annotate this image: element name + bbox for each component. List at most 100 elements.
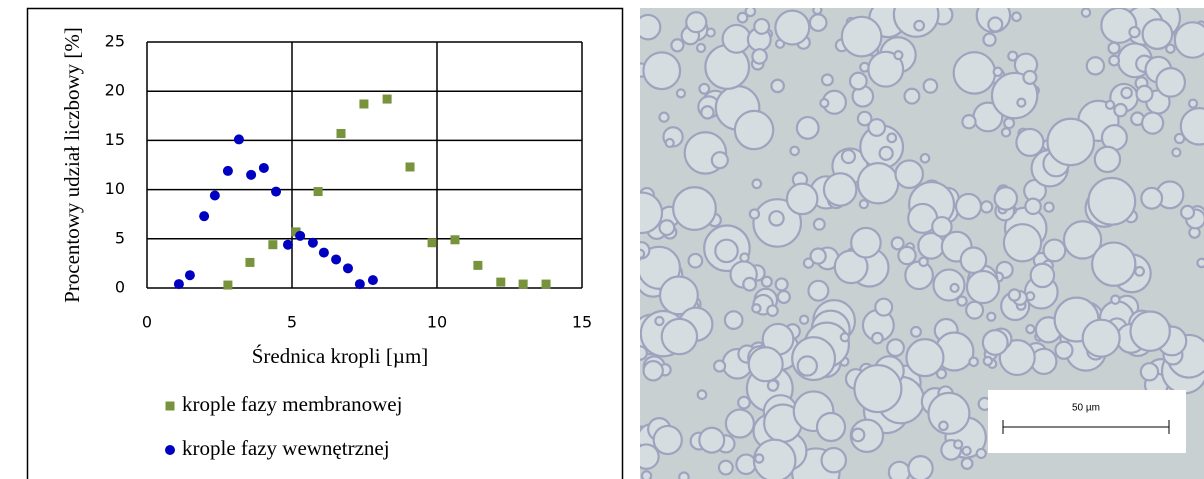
droplet [987, 16, 1004, 33]
droplet [1180, 204, 1196, 220]
droplet [993, 186, 1019, 211]
point [223, 280, 233, 290]
droplet [1081, 318, 1121, 358]
droplet [760, 275, 773, 288]
droplet [979, 200, 994, 214]
y-tick-label: 0 [115, 278, 125, 297]
droplet [1015, 127, 1045, 157]
droplet [965, 300, 985, 320]
point [405, 162, 415, 172]
droplet [766, 379, 780, 392]
droplet [839, 332, 851, 343]
droplet [776, 289, 791, 305]
droplet [1173, 21, 1204, 59]
droplet [968, 356, 979, 368]
point [359, 99, 369, 109]
droplet [878, 145, 894, 161]
legend-label: krople fazy wewnętrznej [182, 436, 390, 460]
x-tick-label: 0 [142, 313, 152, 332]
scale-bar-label: 50 µm [1072, 403, 1100, 414]
droplet [1002, 223, 1043, 263]
y-axis-label: Procentowy udział liczbowy [%] [60, 27, 84, 303]
droplet [886, 132, 898, 144]
droplet [867, 50, 905, 88]
droplet [685, 11, 708, 34]
droplet [1140, 111, 1165, 135]
point [427, 238, 437, 248]
point [165, 445, 175, 455]
droplet [723, 310, 744, 330]
droplet [853, 364, 903, 414]
droplet [1024, 197, 1042, 216]
point [307, 237, 318, 248]
droplet [1100, 8, 1138, 44]
droplet [1046, 117, 1096, 167]
droplet [1080, 8, 1092, 18]
point [518, 279, 528, 289]
droplet [871, 331, 884, 345]
droplet [1107, 41, 1121, 55]
point [318, 247, 329, 258]
droplet [1108, 54, 1121, 67]
droplet [820, 446, 848, 474]
point [331, 254, 342, 265]
droplet [714, 238, 739, 264]
droplet [700, 105, 715, 120]
droplet [795, 115, 820, 140]
point [173, 279, 184, 290]
x-axis-label: Średnica kropli [µm] [252, 344, 429, 368]
droplet [640, 13, 662, 41]
droplet [752, 438, 797, 479]
droplet [1029, 262, 1056, 289]
droplet [753, 17, 771, 35]
droplet [815, 411, 847, 443]
droplet [982, 355, 994, 367]
x-tick-label: 10 [427, 313, 447, 332]
point [295, 230, 306, 241]
droplet [1093, 145, 1122, 174]
droplet [952, 51, 997, 95]
droplet [687, 252, 704, 269]
point [222, 165, 233, 176]
droplet [1135, 84, 1154, 103]
droplet [904, 260, 934, 291]
droplet [931, 215, 953, 238]
droplet [1043, 201, 1055, 213]
droplet [894, 159, 925, 189]
droplet [774, 277, 789, 292]
droplet [890, 236, 905, 251]
droplet [867, 118, 887, 137]
droplet [721, 23, 752, 54]
droplet [927, 391, 971, 435]
droplet [808, 13, 828, 32]
droplet [1003, 117, 1016, 130]
droplet [698, 82, 711, 95]
y-tick-label: 10 [105, 179, 125, 198]
droplet [710, 151, 729, 170]
droplet [1128, 25, 1141, 39]
droplet [751, 178, 763, 190]
droplet [922, 78, 939, 94]
droplet [744, 8, 757, 18]
droplet [986, 311, 997, 322]
droplet [820, 73, 834, 87]
droplet [961, 445, 972, 457]
y-tick-label: 15 [105, 130, 125, 149]
point [342, 263, 353, 274]
droplet [910, 325, 922, 338]
droplet [918, 256, 929, 268]
droplet [1141, 18, 1174, 50]
droplet [696, 389, 708, 401]
droplet [840, 148, 857, 165]
point [354, 279, 365, 290]
droplet [640, 443, 660, 470]
point [367, 275, 378, 286]
droplet [919, 152, 931, 164]
droplet [874, 297, 894, 317]
point [282, 239, 293, 250]
droplet [992, 66, 1004, 78]
droplet [812, 8, 823, 16]
droplet [751, 303, 762, 314]
droplet [1007, 50, 1019, 62]
